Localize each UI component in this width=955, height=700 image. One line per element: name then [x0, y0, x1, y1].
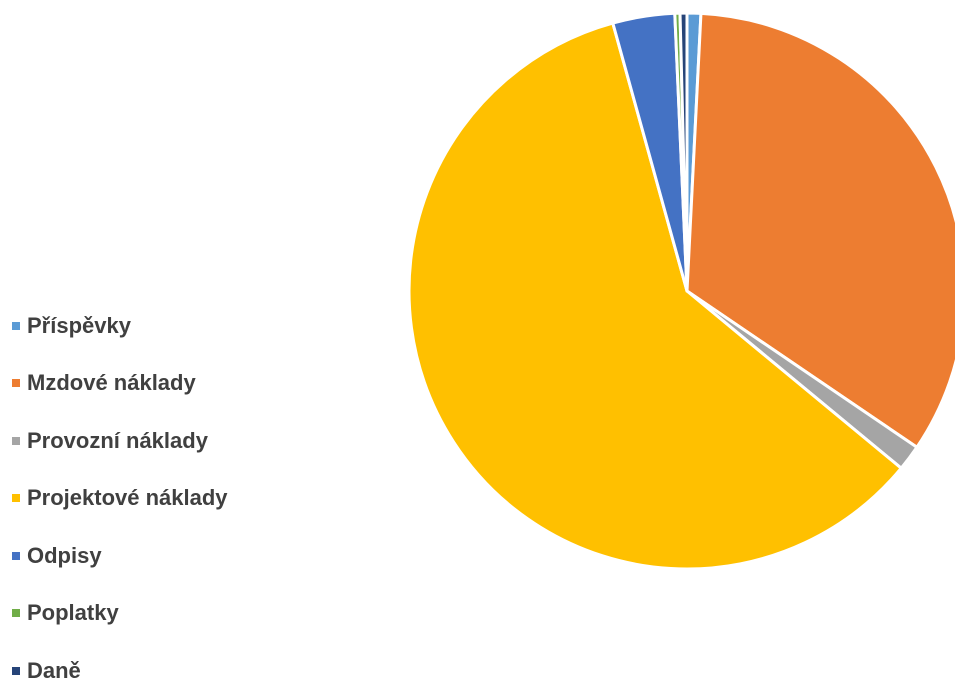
- pie-slice-3: [407, 21, 903, 571]
- legend-swatch: [12, 321, 20, 330]
- legend-label: Příspěvky: [27, 312, 131, 338]
- legend-item-dane: Daně: [12, 642, 332, 700]
- legend-item-odpisy: Odpisy: [12, 527, 332, 585]
- legend-label: Provozní náklady: [27, 427, 208, 453]
- legend-swatch: [12, 551, 20, 560]
- legend-label: Projektové náklady: [27, 485, 228, 511]
- legend-swatch: [12, 436, 20, 445]
- legend-item-mzdove-naklady: Mzdové náklady: [12, 355, 332, 413]
- legend-swatch: [12, 379, 20, 388]
- legend-label: Daně: [27, 657, 81, 683]
- pie-slice-1: [685, 11, 955, 449]
- chart-legend: Příspěvky Mzdové náklady Provozní náklad…: [12, 297, 332, 700]
- legend-label: Odpisy: [27, 542, 102, 568]
- legend-item-prispevky: Příspěvky: [12, 297, 332, 355]
- legend-item-provozni-naklady: Provozní náklady: [12, 412, 332, 470]
- pie-chart: [407, 11, 955, 571]
- legend-label: Poplatky: [27, 600, 119, 626]
- pie-slice-6: [678, 11, 689, 293]
- legend-item-projektove-naklady: Projektové náklady: [12, 470, 332, 528]
- legend-swatch: [12, 609, 20, 618]
- legend-label: Mzdové náklady: [27, 370, 196, 396]
- legend-item-poplatky: Poplatky: [12, 585, 332, 643]
- legend-swatch: [12, 494, 20, 503]
